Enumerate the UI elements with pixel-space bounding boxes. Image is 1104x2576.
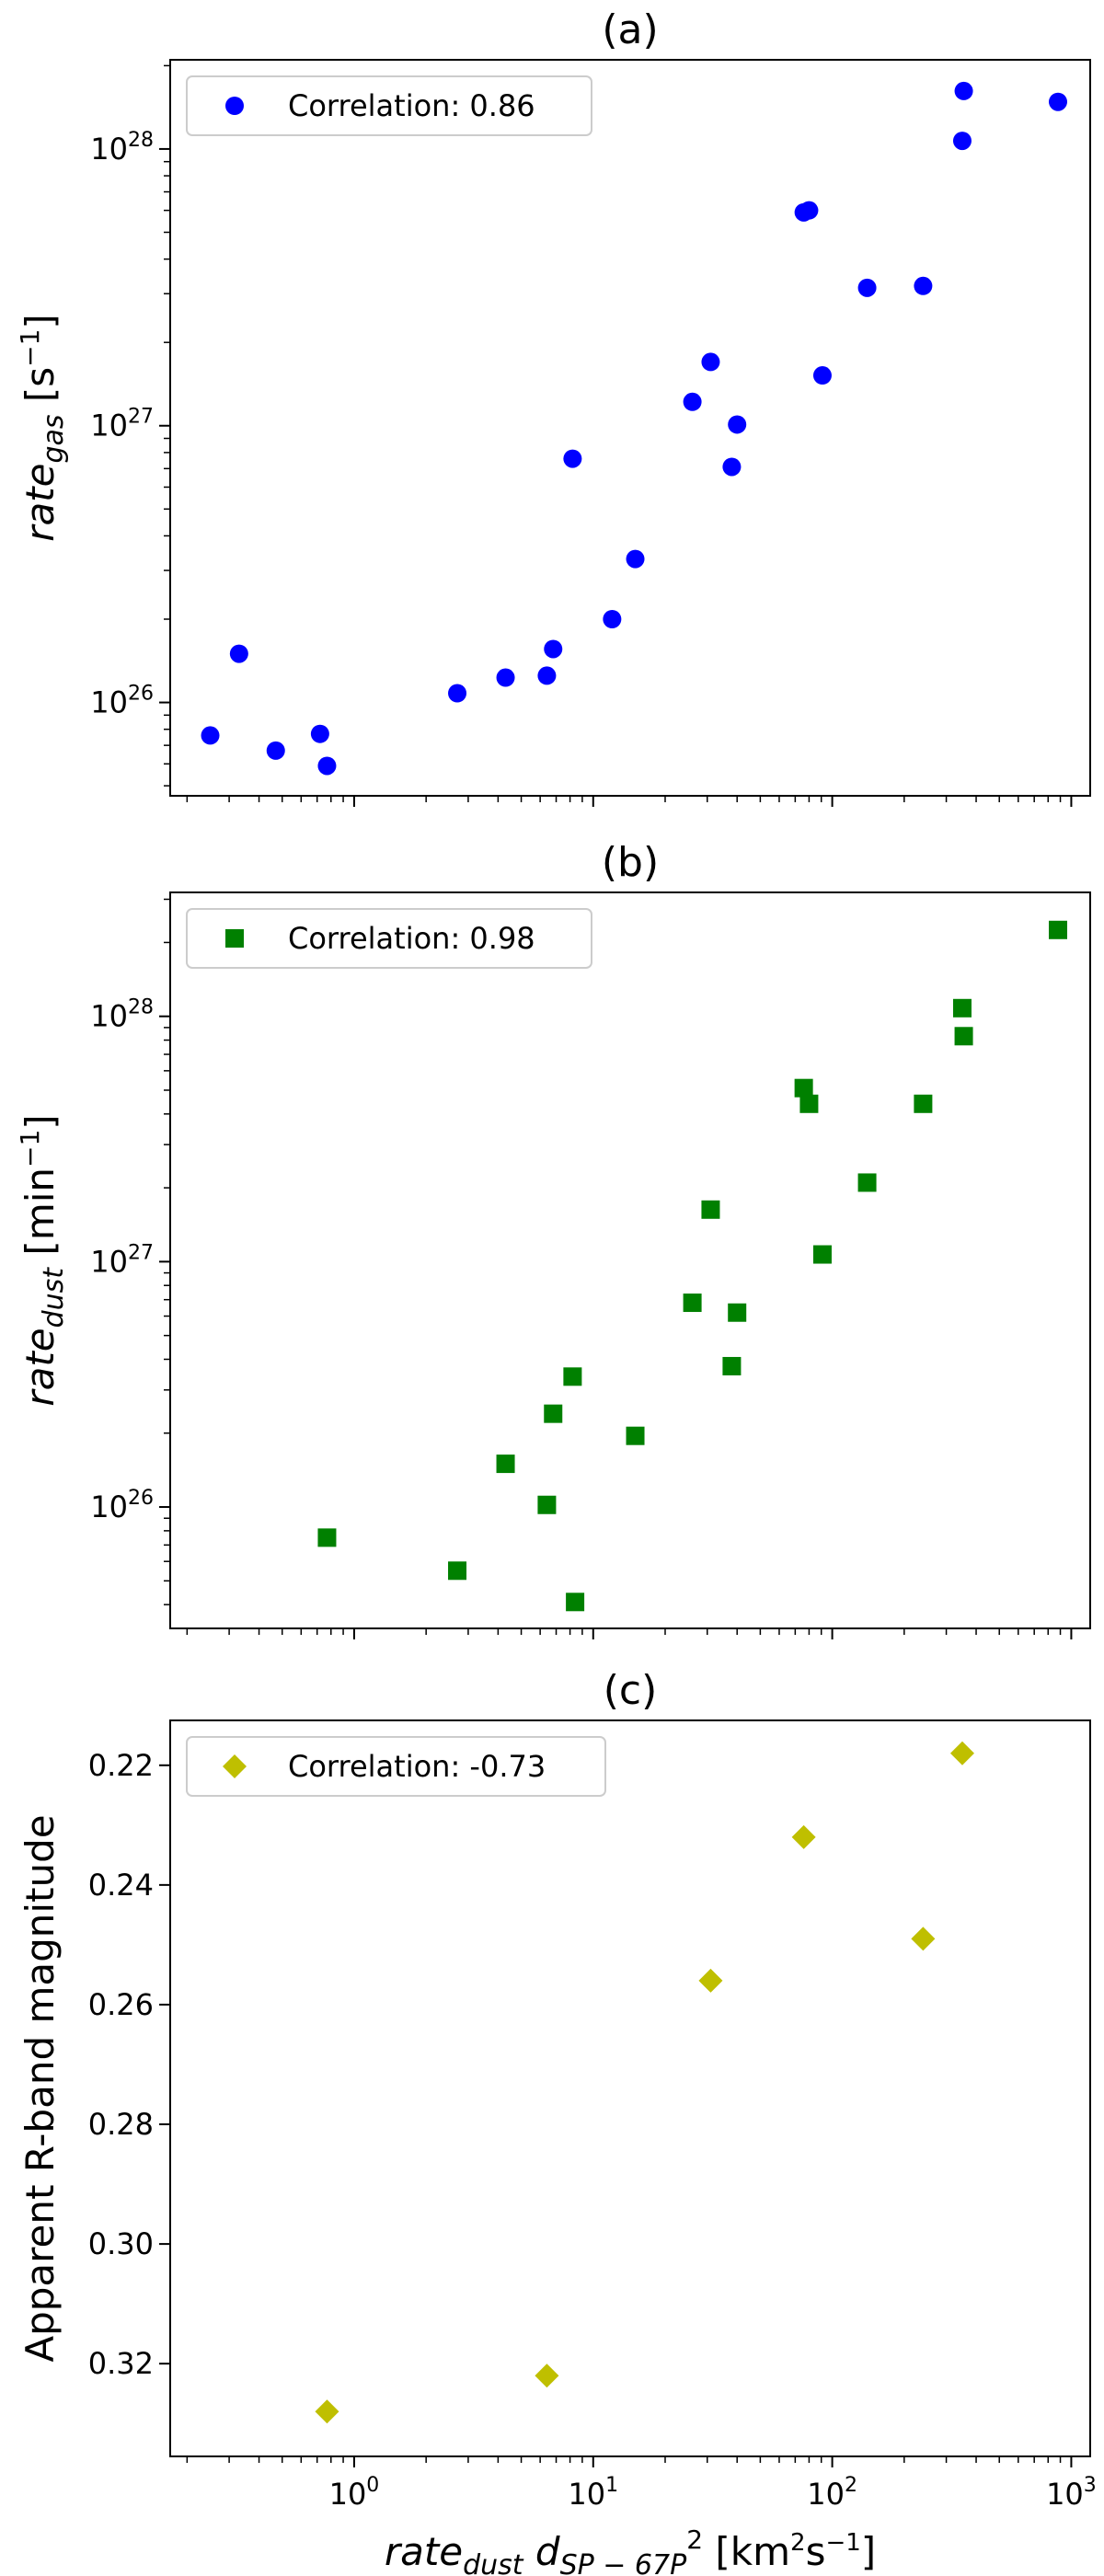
data-point	[448, 1561, 467, 1581]
data-point	[914, 276, 933, 295]
data-point	[722, 1356, 742, 1375]
data-point	[799, 1094, 819, 1113]
y-axis-label: rategas [s−1]	[15, 314, 70, 542]
data-point	[857, 1173, 877, 1192]
data-point	[911, 1926, 936, 1951]
legend: Correlation: -0.73	[186, 1736, 606, 1797]
data-point	[266, 741, 285, 760]
legend-marker	[223, 1754, 247, 1778]
y-tick-label: 0.28	[88, 2107, 154, 2142]
panel-2: (b) 1026 1027 1028 ratedust [min−1] Correlati…	[15, 839, 1091, 1639]
plot-frame	[169, 1719, 1091, 2457]
data-point	[812, 1245, 832, 1264]
data-point	[201, 726, 220, 745]
legend-label: Correlation: -0.73	[288, 1749, 546, 1784]
data-point	[544, 1404, 563, 1423]
data-point	[728, 1303, 747, 1322]
legend-marker	[225, 929, 244, 948]
data-point	[683, 392, 702, 411]
panel-title: (a)	[602, 6, 658, 53]
data-point	[952, 132, 972, 151]
data-point	[229, 644, 248, 663]
legend-marker	[225, 97, 244, 115]
data-point	[537, 666, 557, 685]
legend: Correlation: 0.86	[186, 75, 592, 136]
data-point	[317, 756, 337, 776]
data-point	[722, 457, 742, 477]
plot-frame	[169, 891, 1091, 1629]
x-tick-label: 101	[568, 2474, 618, 2512]
data-point	[949, 1741, 974, 1765]
data-point	[1049, 92, 1068, 111]
data-point	[535, 2363, 559, 2388]
data-point	[683, 1294, 702, 1313]
legend-label: Correlation: 0.98	[288, 921, 535, 956]
data-point	[496, 668, 515, 687]
data-point	[812, 366, 832, 385]
data-point	[563, 1367, 582, 1386]
y-tick-label: 1026	[90, 683, 154, 720]
panel-3: (c) 100 101 102 103 0.22 0.24 0.26 0.28 0.30 0.32 A…	[17, 1667, 1097, 2576]
y-tick-label: 1027	[90, 406, 154, 443]
data-point	[857, 278, 877, 297]
data-point	[954, 81, 973, 100]
y-axis-label: ratedust [min−1]	[15, 1114, 70, 1406]
data-point	[626, 549, 645, 569]
data-point	[544, 639, 563, 659]
x-tick-label: 102	[807, 2474, 857, 2512]
legend-box	[186, 75, 592, 136]
y-tick-label: 1028	[90, 996, 154, 1034]
plot-frame	[169, 59, 1091, 797]
data-point	[603, 609, 622, 628]
legend: Correlation: 0.98	[186, 908, 592, 969]
data-point	[315, 2399, 339, 2424]
x-tick-label: 100	[329, 2474, 380, 2512]
y-tick-label: 1027	[90, 1241, 154, 1279]
panel-1: (a) 1026 1027 1028 rategas [s−1] Correlation:…	[15, 6, 1091, 807]
data-point	[448, 684, 467, 703]
data-point	[496, 1455, 515, 1474]
panel-title: (c)	[604, 1667, 658, 1714]
data-point	[794, 1078, 813, 1098]
data-point	[537, 1495, 557, 1514]
data-point	[701, 352, 720, 372]
data-point	[698, 1968, 723, 1993]
data-point	[914, 1094, 933, 1113]
legend-label: Correlation: 0.86	[288, 88, 535, 123]
x-axis-label: ratedust dSP − 67P2 [km2s−1]	[385, 2524, 876, 2576]
data-point	[791, 1824, 816, 1849]
data-point	[566, 1593, 585, 1612]
y-axis-label: Apparent R-band magnitude	[17, 1814, 63, 2362]
data-point	[701, 1200, 720, 1219]
y-tick-label: 1026	[90, 1487, 154, 1524]
y-tick-label: 0.24	[88, 1868, 154, 1903]
data-point	[799, 201, 819, 220]
y-tick-label: 0.26	[88, 1987, 154, 2022]
data-point	[728, 415, 747, 434]
x-tick-label: 103	[1046, 2474, 1097, 2512]
legend-box	[186, 908, 592, 969]
y-tick-label: 0.22	[88, 1748, 154, 1783]
data-point	[626, 1426, 645, 1445]
legend-box	[186, 1736, 606, 1797]
y-tick-label: 0.30	[88, 2226, 154, 2261]
data-point	[952, 998, 972, 1018]
panel-title: (b)	[602, 839, 659, 886]
data-point	[954, 1027, 973, 1046]
data-point	[310, 724, 329, 743]
y-tick-label: 1028	[90, 129, 154, 167]
data-point	[317, 1528, 337, 1547]
data-point	[1049, 920, 1068, 939]
y-tick-label: 0.32	[88, 2346, 154, 2381]
data-point	[563, 449, 582, 468]
